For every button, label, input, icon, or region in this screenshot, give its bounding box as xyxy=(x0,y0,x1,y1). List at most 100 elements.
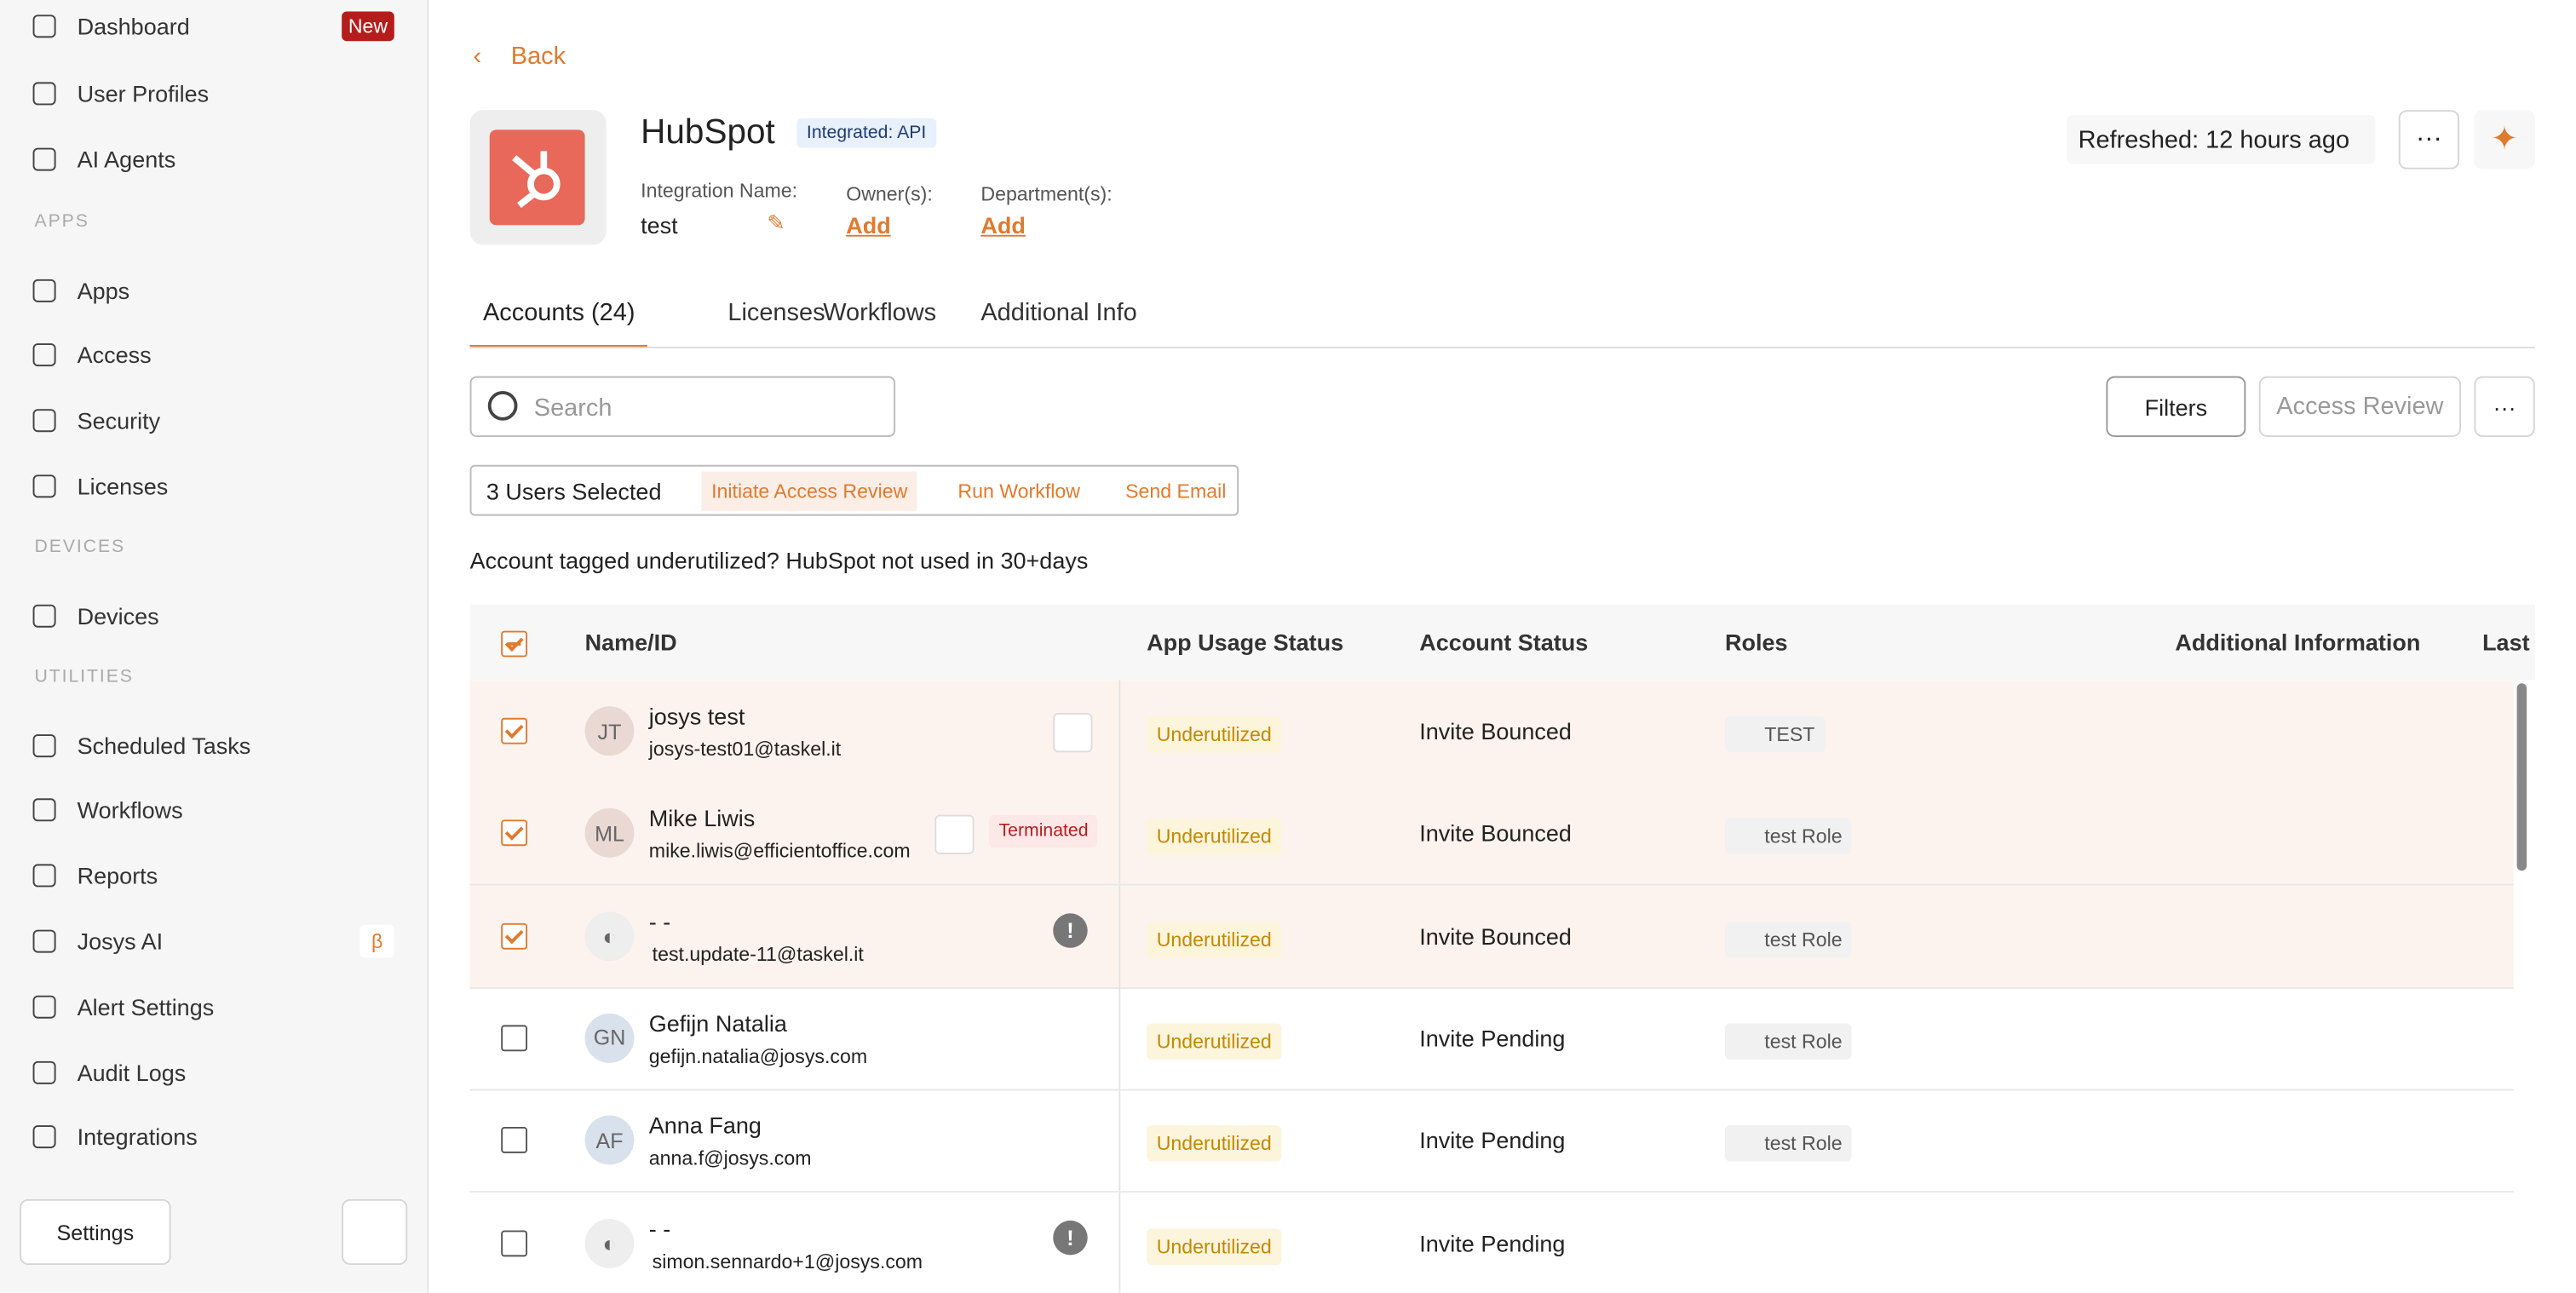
tab-underline xyxy=(469,344,647,348)
nav-item[interactable]: AI Agents xyxy=(32,135,394,184)
refresh-status[interactable]: Refreshed: 12 hours ago xyxy=(2067,114,2376,164)
role-tag: TEST xyxy=(1724,715,1826,753)
nav-icon xyxy=(32,81,56,105)
avatar: JT xyxy=(584,706,635,756)
role-tag: test Role xyxy=(1724,921,1853,957)
table-row: ◐ - - simon.sennardo+1@josys.com! Underutil… xyxy=(470,1192,2514,1293)
back-arrow: ‹ xyxy=(473,43,482,71)
row-checkbox[interactable] xyxy=(501,1127,528,1154)
notice: Account tagged underutilized? HubSpot no… xyxy=(469,547,1089,574)
status-tag: Terminated xyxy=(988,815,1099,848)
table-row: GN Gefijn Natalia gefijn.natalia@josys.com… xyxy=(469,986,2514,1091)
app-icon xyxy=(1053,712,1093,753)
nav-item[interactable]: Integrations xyxy=(32,1112,394,1162)
user-name: - - xyxy=(648,907,671,934)
search-box[interactable]: Search xyxy=(469,376,896,437)
usage-status: Underutilized xyxy=(1147,1227,1282,1265)
add-owner[interactable]: Add xyxy=(846,211,891,238)
row-checkbox[interactable] xyxy=(501,1025,528,1052)
nav-item[interactable]: Scheduled Tasks xyxy=(32,721,394,770)
more-button[interactable]: ··· xyxy=(2398,110,2460,170)
access-review-button[interactable]: Access Review xyxy=(2258,376,2461,437)
column-divider xyxy=(1118,986,1121,1089)
nav-item[interactable]: User Profiles xyxy=(32,68,394,118)
tab[interactable]: Accounts (24) xyxy=(482,298,635,327)
row-checkbox[interactable] xyxy=(501,819,528,847)
nav-icon xyxy=(32,864,56,888)
nav-icon xyxy=(32,474,56,498)
user-name: Gefijn Natalia xyxy=(648,1009,787,1037)
nav-icon xyxy=(32,409,56,433)
nav-item[interactable]: Apps xyxy=(32,265,394,314)
hubspot-logo xyxy=(489,129,585,226)
user-email: simon.sennardo+1@josys.com xyxy=(652,1249,923,1273)
nav-icon xyxy=(32,604,56,628)
nav-item[interactable]: Reports xyxy=(32,851,394,900)
indeterminate xyxy=(507,642,521,646)
back-link[interactable]: Back xyxy=(510,43,566,71)
edit-icon[interactable]: ✎ xyxy=(767,210,785,235)
search-icon xyxy=(487,390,518,421)
column-header: App Usage Status xyxy=(1147,629,1344,656)
avatar: GN xyxy=(584,1013,635,1063)
table-row: JT josys test josys-test01@taskel.it Underu… xyxy=(469,680,2514,784)
selection-action[interactable]: Run Workflow xyxy=(957,480,1080,503)
integration-name: test xyxy=(641,211,678,238)
nav-icon xyxy=(32,278,56,302)
app-icon xyxy=(934,815,975,855)
nav-item[interactable]: Security xyxy=(32,396,394,445)
settings-button[interactable]: Settings xyxy=(20,1198,171,1265)
column-divider xyxy=(1118,782,1121,885)
nav-icon xyxy=(32,14,56,38)
nav-item[interactable]: Access xyxy=(32,330,394,380)
table-row: ML Mike Liwis mike.liwis@efficientoffice.c… xyxy=(469,782,2514,887)
tab[interactable]: Workflows xyxy=(823,298,937,327)
selection-action[interactable]: Initiate Access Review xyxy=(701,471,917,511)
nav-label: Apps xyxy=(77,276,130,303)
add-department[interactable]: Add xyxy=(980,211,1026,238)
app-logo xyxy=(469,110,607,245)
nav-icon xyxy=(32,343,56,367)
nav-label: Josys AI xyxy=(77,928,164,955)
tabs-border xyxy=(469,346,2535,348)
selection-count: 3 Users Selected xyxy=(486,478,662,505)
nav-badge: New xyxy=(342,11,394,42)
section-heading: UTILITIES xyxy=(34,666,134,687)
nav-badge: β xyxy=(359,924,394,958)
section-heading: APPS xyxy=(34,210,89,231)
nav-item[interactable]: Devices xyxy=(32,591,394,641)
nav-item[interactable]: Workflows xyxy=(32,785,394,835)
account-status: Invite Bounced xyxy=(1419,819,1572,847)
column-header[interactable]: Account Status xyxy=(1419,629,1589,656)
row-checkbox[interactable] xyxy=(501,717,528,744)
more-button[interactable]: ··· xyxy=(2474,376,2535,437)
usage-status: Underutilized xyxy=(1147,715,1282,753)
ai-button[interactable]: ✦ xyxy=(2474,110,2535,170)
row-checkbox[interactable] xyxy=(501,1229,528,1256)
user-name: Anna Fang xyxy=(648,1112,762,1139)
row-checkbox[interactable] xyxy=(501,922,528,949)
selection-action[interactable]: Send Email xyxy=(1125,480,1227,503)
filters-button[interactable]: Filters xyxy=(2106,376,2246,437)
nav-item[interactable]: Alert Settings xyxy=(32,982,394,1032)
account-status: Invite Pending xyxy=(1419,1025,1566,1052)
scrollbar xyxy=(2516,683,2527,871)
table-row: ◐ - - test.update-11@taskel.it! Underutiliz… xyxy=(469,884,2514,989)
nav-item[interactable]: Audit Logs xyxy=(32,1047,394,1096)
nav-item[interactable]: Josys AI β xyxy=(32,917,394,966)
nav-item[interactable]: Licenses xyxy=(32,462,394,511)
nav-item[interactable]: Dashboard New xyxy=(32,2,394,51)
column-header[interactable]: Name/ID xyxy=(584,629,677,656)
warning-icon: ! xyxy=(1053,1219,1088,1255)
tab[interactable]: Additional Info xyxy=(980,298,1137,327)
table-header xyxy=(469,604,2535,681)
sidebar: Dashboard New User Profiles AI Agents APPS Ap… xyxy=(0,0,429,1293)
nav-icon xyxy=(32,798,56,822)
nav-label: Audit Logs xyxy=(77,1058,187,1085)
usage-status: Underutilized xyxy=(1147,1023,1282,1060)
warning-icon: ! xyxy=(1053,912,1088,948)
tab[interactable]: Licenses xyxy=(727,298,825,327)
nav-label: Alert Settings xyxy=(77,993,215,1020)
unpin-button[interactable] xyxy=(342,1198,408,1265)
